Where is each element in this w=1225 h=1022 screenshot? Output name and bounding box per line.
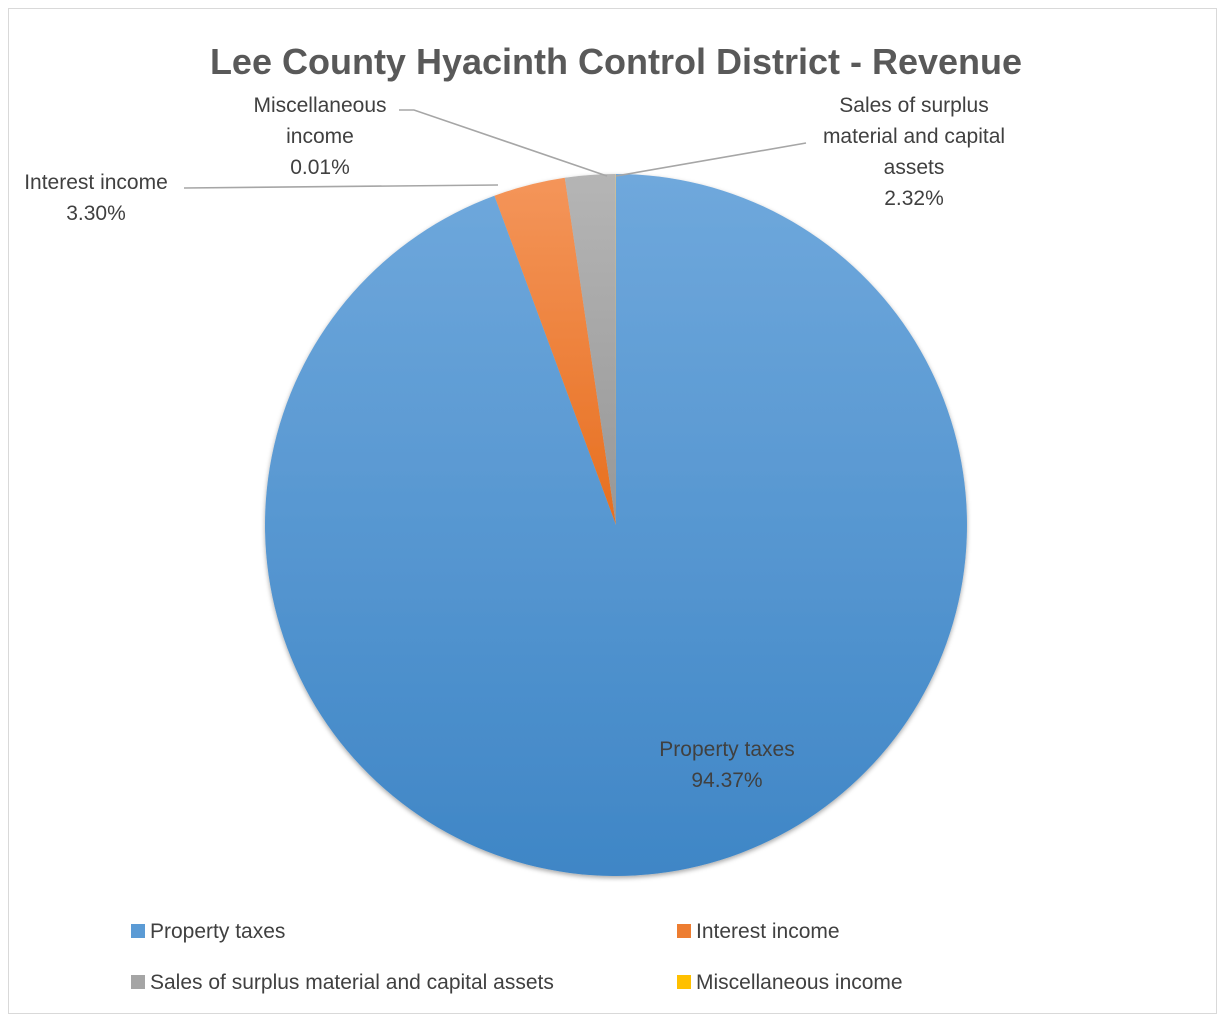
label-name-line: Miscellaneous [253,94,386,117]
slice-property-taxes [264,174,967,876]
legend-item-sales-surplus: Sales of surplus material and capital as… [131,971,554,994]
pie-slices [264,173,967,876]
legend-item-property-taxes: Property taxes [131,920,285,943]
leader-line [399,109,608,177]
label-percent: 3.30% [66,202,126,225]
legend-item-miscellaneous-income: Miscellaneous income [677,971,903,994]
leader-lines [183,109,807,189]
legend: Property taxes Interest income Sales of su… [131,920,903,994]
legend-item-interest-income: Interest income [677,920,840,943]
label-sales-surplus: Sales of surplus material and capital asse… [823,94,1005,210]
label-name-line: Sales of surplus [839,94,988,117]
data-labels: Property taxes 94.37% Interest income 3.30%… [24,94,1005,792]
label-name-line: Interest income [24,171,168,194]
chart-title: Lee County Hyacinth Control District - R… [210,41,1022,82]
legend-swatch [677,924,691,938]
legend-swatch [131,924,145,938]
legend-swatch [677,975,691,989]
label-percent: 94.37% [691,769,762,792]
label-name-line: material and capital [823,125,1005,148]
legend-swatch [131,975,145,989]
legend-label: Property taxes [150,920,285,943]
label-name-line: assets [884,156,945,179]
leader-line [615,142,807,177]
label-miscellaneous-income: Miscellaneous income 0.01% [253,94,386,179]
slice-sales-surplus [564,174,616,525]
slice-interest-income [494,177,616,525]
label-name-line: Property taxes [659,738,794,761]
label-percent: 2.32% [884,187,944,210]
legend-label: Interest income [696,920,840,943]
legend-label: Sales of surplus material and capital as… [150,971,554,994]
legend-label: Miscellaneous income [696,971,903,994]
leader-line [183,184,499,189]
label-interest-income: Interest income 3.30% [24,171,168,225]
label-property-taxes: Property taxes 94.37% [659,738,794,792]
label-name-line: income [286,125,354,148]
label-percent: 0.01% [290,156,350,179]
